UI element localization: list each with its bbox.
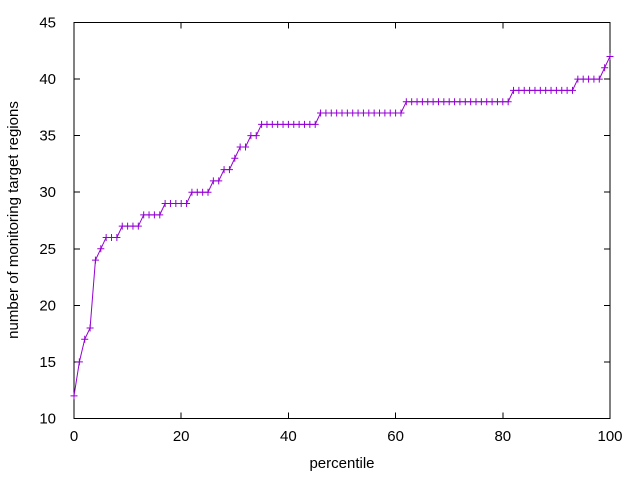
data-series bbox=[70, 52, 614, 400]
x-axis-title: percentile bbox=[309, 455, 374, 472]
y-tick-label: 35 bbox=[39, 128, 56, 145]
x-tick-label: 80 bbox=[494, 428, 511, 445]
x-tick-label: 20 bbox=[173, 428, 190, 445]
tick-marks bbox=[73, 22, 611, 419]
x-tick-label: 0 bbox=[70, 428, 78, 445]
x-tick-labels: 0 20 40 60 80 100 bbox=[70, 428, 623, 445]
y-tick-label: 15 bbox=[39, 354, 56, 371]
x-tick-label: 40 bbox=[280, 428, 297, 445]
y-tick-label: 45 bbox=[39, 15, 56, 32]
y-tick-label: 10 bbox=[39, 411, 56, 428]
y-tick-label: 30 bbox=[39, 184, 56, 201]
y-tick-label: 40 bbox=[39, 71, 56, 88]
x-tick-label: 100 bbox=[597, 428, 622, 445]
x-tick-label: 60 bbox=[387, 428, 404, 445]
y-tick-labels: 10 15 20 25 30 35 40 45 bbox=[39, 15, 56, 428]
series-markers bbox=[70, 52, 614, 400]
y-axis-title: number of monitoring target regions bbox=[5, 101, 22, 339]
y-tick-label: 25 bbox=[39, 241, 56, 258]
axes bbox=[73, 22, 611, 419]
y-tick-label: 20 bbox=[39, 297, 56, 314]
